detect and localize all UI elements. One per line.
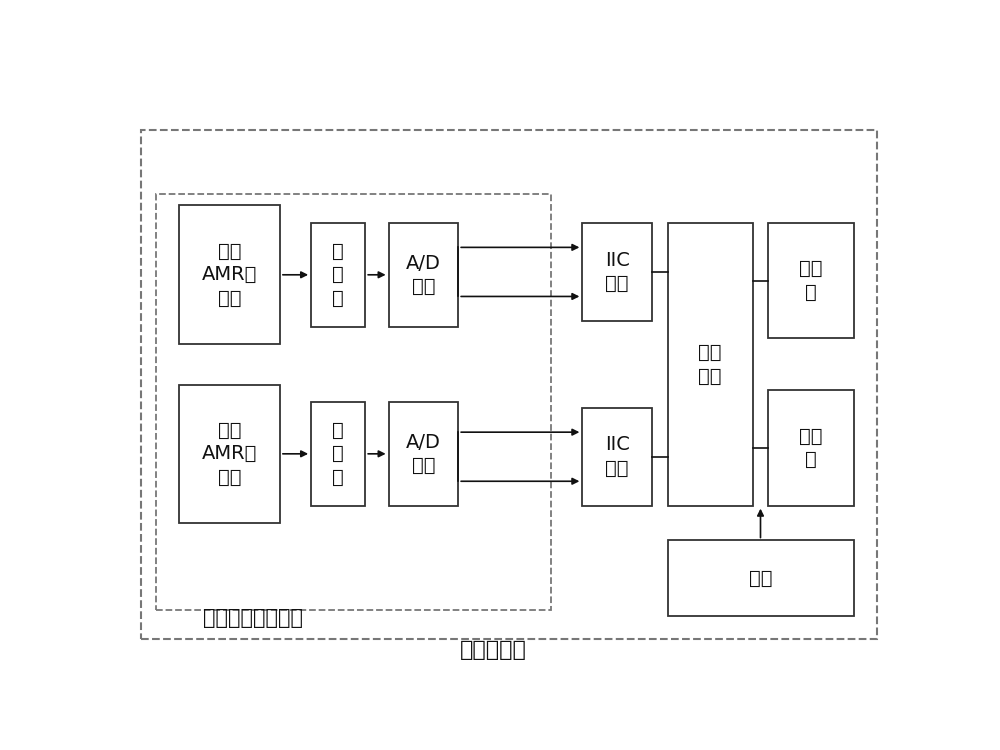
- Bar: [388, 402, 458, 506]
- Bar: [768, 390, 854, 506]
- Bar: [311, 402, 365, 506]
- Bar: [388, 223, 458, 327]
- Bar: [582, 223, 652, 321]
- Text: 收发
器: 收发 器: [799, 260, 823, 302]
- Text: 三轴
AMR传
感器: 三轴 AMR传 感器: [202, 421, 257, 487]
- Bar: [668, 541, 854, 616]
- Text: A/D
转换: A/D 转换: [406, 254, 441, 296]
- Text: IIC
接口: IIC 接口: [605, 251, 630, 293]
- Text: 地磁数据采集模块: 地磁数据采集模块: [203, 608, 303, 628]
- Bar: [582, 408, 652, 506]
- Text: 电源: 电源: [749, 568, 772, 587]
- Text: 放
大
器: 放 大 器: [332, 242, 344, 308]
- Text: 存储
器: 存储 器: [799, 427, 823, 470]
- Text: 放
大
器: 放 大 器: [332, 421, 344, 487]
- Text: A/D
转换: A/D 转换: [406, 433, 441, 475]
- Text: IIC
接口: IIC 接口: [605, 436, 630, 478]
- Bar: [768, 223, 854, 338]
- Bar: [179, 206, 280, 344]
- Bar: [156, 194, 551, 610]
- Text: 三轴
AMR传
感器: 三轴 AMR传 感器: [202, 242, 257, 308]
- Bar: [311, 223, 365, 327]
- Text: 地磁检测器: 地磁检测器: [460, 640, 527, 660]
- Bar: [668, 223, 753, 506]
- Bar: [140, 130, 877, 639]
- Text: 微控
制器: 微控 制器: [698, 343, 722, 386]
- Bar: [179, 385, 280, 524]
